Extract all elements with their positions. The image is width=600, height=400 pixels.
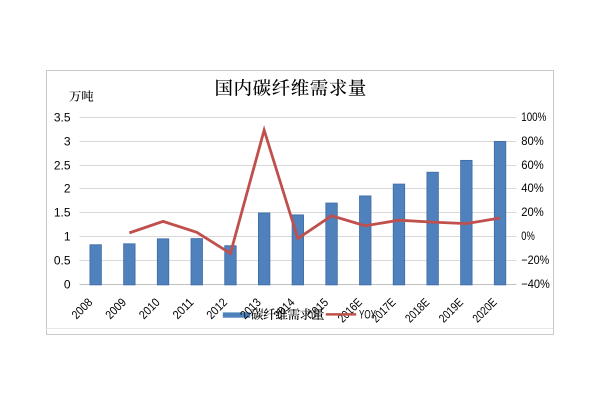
svg-text:100%: 100% <box>521 110 546 124</box>
svg-text:YOY: YOY <box>359 310 376 322</box>
svg-text:0%: 0% <box>521 229 535 243</box>
svg-text:20%: 20% <box>521 205 544 219</box>
svg-text:3.5: 3.5 <box>54 111 71 125</box>
svg-text:0: 0 <box>64 278 71 292</box>
svg-text:1: 1 <box>64 230 71 244</box>
svg-text:1.5: 1.5 <box>54 206 71 220</box>
svg-text:80%: 80% <box>521 134 544 148</box>
svg-text:−20%: −20% <box>521 253 549 267</box>
svg-text:−40%: −40% <box>521 277 550 291</box>
svg-text:2: 2 <box>64 182 71 196</box>
svg-text:40%: 40% <box>521 181 544 195</box>
svg-text:0.5: 0.5 <box>54 254 71 268</box>
svg-text:60%: 60% <box>521 158 544 172</box>
svg-text:3: 3 <box>64 135 71 149</box>
svg-text:2.5: 2.5 <box>54 159 71 173</box>
